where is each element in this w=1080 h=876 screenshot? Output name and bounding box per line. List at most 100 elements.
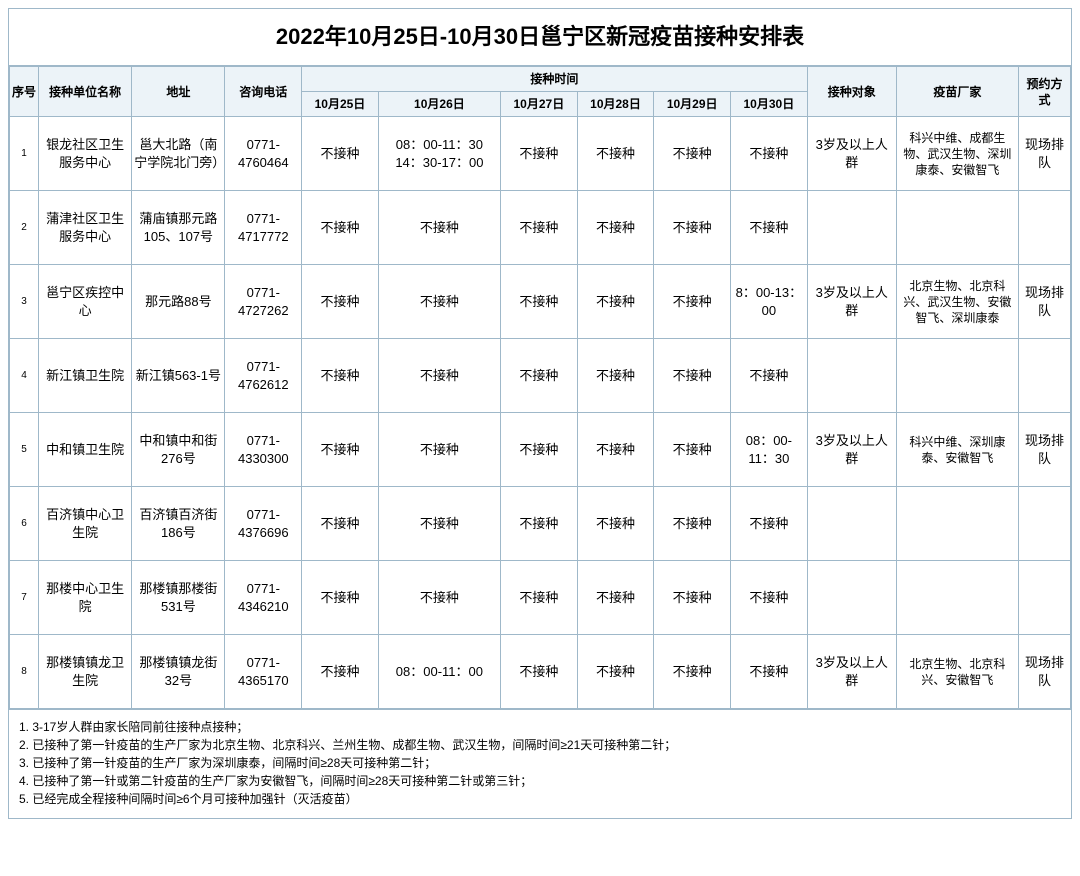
cell-seq: 1 — [10, 117, 39, 191]
table-header: 序号 接种单位名称 地址 咨询电话 接种时间 接种对象 疫苗厂家 预约方式 10… — [10, 67, 1071, 117]
table-row: 8那楼镇镇龙卫生院那楼镇镇龙街32号0771-4365170不接种08：00-1… — [10, 635, 1071, 709]
col-phone: 咨询电话 — [225, 67, 302, 117]
cell-unit: 银龙社区卫生服务中心 — [39, 117, 132, 191]
cell-date: 不接种 — [654, 117, 731, 191]
cell-date: 不接种 — [654, 635, 731, 709]
cell-date: 不接种 — [302, 339, 379, 413]
cell-seq: 3 — [10, 265, 39, 339]
cell-date: 08：00-11：00 — [378, 635, 500, 709]
col-date: 10月29日 — [654, 92, 731, 117]
cell-date: 不接种 — [731, 339, 808, 413]
cell-date: 不接种 — [577, 265, 654, 339]
cell-seq: 6 — [10, 487, 39, 561]
cell-target: 3岁及以上人群 — [807, 117, 896, 191]
cell-date: 不接种 — [302, 561, 379, 635]
cell-date: 不接种 — [302, 635, 379, 709]
col-seq: 序号 — [10, 67, 39, 117]
cell-date: 不接种 — [378, 191, 500, 265]
col-date: 10月28日 — [577, 92, 654, 117]
cell-date: 08：00-11：30 — [731, 413, 808, 487]
cell-date: 不接种 — [731, 635, 808, 709]
cell-date: 不接种 — [501, 413, 578, 487]
cell-date: 不接种 — [654, 339, 731, 413]
table-body: 1银龙社区卫生服务中心邕大北路（南宁学院北门旁）0771-4760464不接种0… — [10, 117, 1071, 709]
cell-date: 不接种 — [501, 339, 578, 413]
col-unit: 接种单位名称 — [39, 67, 132, 117]
cell-date: 不接种 — [577, 339, 654, 413]
cell-addr: 那楼镇镇龙街32号 — [132, 635, 225, 709]
cell-unit: 新江镇卫生院 — [39, 339, 132, 413]
cell-date: 不接种 — [302, 413, 379, 487]
note-line: 5. 已经完成全程接种间隔时间≥6个月可接种加强针（灭活疫苗） — [19, 790, 1061, 808]
cell-addr: 那元路88号 — [132, 265, 225, 339]
cell-maker — [896, 561, 1018, 635]
cell-date: 不接种 — [501, 487, 578, 561]
cell-addr: 中和镇中和街276号 — [132, 413, 225, 487]
cell-maker: 科兴中维、成都生物、武汉生物、深圳康泰、安徽智飞 — [896, 117, 1018, 191]
cell-booking: 现场排队 — [1019, 635, 1071, 709]
col-time-group: 接种时间 — [302, 67, 808, 92]
col-addr: 地址 — [132, 67, 225, 117]
cell-date: 不接种 — [577, 117, 654, 191]
cell-booking — [1019, 561, 1071, 635]
cell-date: 不接种 — [577, 561, 654, 635]
cell-date: 不接种 — [501, 265, 578, 339]
cell-target: 3岁及以上人群 — [807, 265, 896, 339]
cell-date: 不接种 — [501, 117, 578, 191]
cell-unit: 中和镇卫生院 — [39, 413, 132, 487]
col-date: 10月26日 — [378, 92, 500, 117]
cell-date: 不接种 — [378, 561, 500, 635]
cell-addr: 百济镇百济街186号 — [132, 487, 225, 561]
col-date: 10月30日 — [731, 92, 808, 117]
cell-addr: 蒲庙镇那元路105、107号 — [132, 191, 225, 265]
note-line: 1. 3-17岁人群由家长陪同前往接种点接种； — [19, 718, 1061, 736]
cell-seq: 2 — [10, 191, 39, 265]
cell-seq: 7 — [10, 561, 39, 635]
cell-maker: 科兴中维、深圳康泰、安徽智飞 — [896, 413, 1018, 487]
cell-target — [807, 487, 896, 561]
col-date: 10月25日 — [302, 92, 379, 117]
cell-date: 不接种 — [302, 191, 379, 265]
cell-date: 不接种 — [654, 413, 731, 487]
cell-date: 不接种 — [654, 561, 731, 635]
note-line: 2. 已接种了第一针疫苗的生产厂家为北京生物、北京科兴、兰州生物、成都生物、武汉… — [19, 736, 1061, 754]
cell-phone: 0771-4330300 — [225, 413, 302, 487]
cell-phone: 0771-4376696 — [225, 487, 302, 561]
cell-date: 不接种 — [501, 635, 578, 709]
cell-booking: 现场排队 — [1019, 413, 1071, 487]
cell-target: 3岁及以上人群 — [807, 635, 896, 709]
cell-unit: 那楼中心卫生院 — [39, 561, 132, 635]
cell-date: 不接种 — [302, 487, 379, 561]
col-maker: 疫苗厂家 — [896, 67, 1018, 117]
cell-date: 不接种 — [302, 265, 379, 339]
cell-target — [807, 191, 896, 265]
cell-maker — [896, 191, 1018, 265]
cell-maker: 北京生物、北京科兴、安徽智飞 — [896, 635, 1018, 709]
cell-target — [807, 339, 896, 413]
col-date: 10月27日 — [501, 92, 578, 117]
cell-maker — [896, 339, 1018, 413]
cell-booking: 现场排队 — [1019, 265, 1071, 339]
table-row: 3邕宁区疾控中心那元路88号0771-4727262不接种不接种不接种不接种不接… — [10, 265, 1071, 339]
cell-date: 不接种 — [378, 265, 500, 339]
table-row: 4新江镇卫生院新江镇563-1号0771-4762612不接种不接种不接种不接种… — [10, 339, 1071, 413]
cell-date: 不接种 — [501, 191, 578, 265]
schedule-table: 序号 接种单位名称 地址 咨询电话 接种时间 接种对象 疫苗厂家 预约方式 10… — [9, 66, 1071, 709]
cell-date: 不接种 — [654, 265, 731, 339]
cell-phone: 0771-4762612 — [225, 339, 302, 413]
cell-date: 不接种 — [577, 635, 654, 709]
cell-date: 不接种 — [577, 487, 654, 561]
cell-date: 不接种 — [731, 191, 808, 265]
cell-date: 不接种 — [731, 117, 808, 191]
cell-addr: 那楼镇那楼街531号 — [132, 561, 225, 635]
note-line: 3. 已接种了第一针疫苗的生产厂家为深圳康泰，间隔时间≥28天可接种第二针； — [19, 754, 1061, 772]
cell-booking — [1019, 487, 1071, 561]
cell-booking: 现场排队 — [1019, 117, 1071, 191]
cell-date: 不接种 — [731, 561, 808, 635]
cell-booking — [1019, 339, 1071, 413]
cell-unit: 邕宁区疾控中心 — [39, 265, 132, 339]
cell-target: 3岁及以上人群 — [807, 413, 896, 487]
cell-booking — [1019, 191, 1071, 265]
cell-date: 不接种 — [378, 487, 500, 561]
col-target: 接种对象 — [807, 67, 896, 117]
